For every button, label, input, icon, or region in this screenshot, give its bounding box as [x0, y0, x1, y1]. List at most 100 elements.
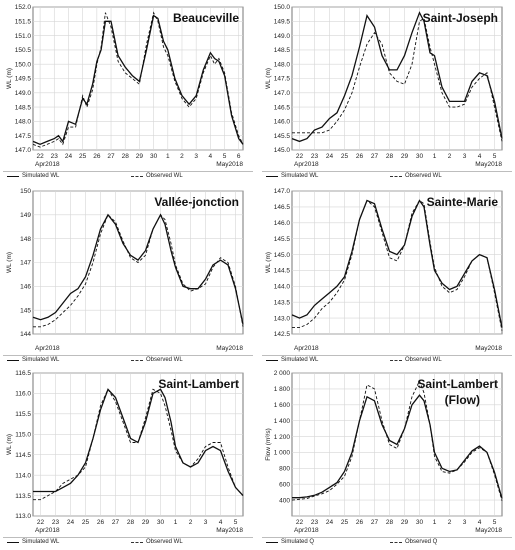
x-tick-label: 2: [189, 519, 193, 526]
legend-simulated: Simulated WL: [7, 173, 59, 179]
y-tick-label: 149.5: [274, 19, 291, 26]
y-tick-label: 149.5: [15, 76, 32, 83]
x-tick-label: 24: [67, 519, 75, 526]
x-tick-label: 4: [478, 153, 482, 160]
y-tick-label: 147.5: [15, 133, 32, 140]
legend-simulated: Simulated WL: [266, 357, 318, 363]
chart-panel-saint-lambert: 113.0 113.5 114.0 114.5 115.0 115.5 116.0 116.5…: [3, 368, 253, 548]
x-tick-label: 29: [401, 153, 409, 160]
legend-simulated: Simulated WL: [7, 539, 59, 545]
x-date-end: May2018: [475, 527, 502, 534]
series-observed-line: [292, 199, 503, 331]
y-tick-label: 145.0: [274, 252, 291, 259]
x-tick-label: 1: [433, 519, 437, 526]
legend-dashed-swatch: [390, 541, 402, 543]
legend-solid-swatch: [7, 175, 19, 177]
y-tick-label: 600: [279, 481, 290, 488]
x-tick-label: 2: [180, 153, 184, 160]
x-date-start: Apr2018: [294, 161, 319, 168]
x-date-end: May2018: [216, 345, 243, 352]
plot-area: [291, 190, 503, 335]
y-tick-label: 114.0: [15, 472, 31, 479]
x-tick-label: 25: [341, 519, 349, 526]
y-tick-label: 147.0: [274, 188, 291, 195]
x-tick-label: 28: [386, 153, 394, 160]
legend-observed-label: Observed WL: [146, 357, 183, 363]
y-tick-label: 150: [20, 188, 31, 195]
x-tick-label: 26: [97, 519, 105, 526]
x-date-end: May2018: [216, 527, 243, 534]
x-tick-label: 4: [478, 519, 482, 526]
series-observed-line: [292, 17, 503, 142]
legend-observed: Observed WL: [131, 357, 183, 363]
y-tick-label: 148.5: [274, 47, 291, 54]
y-tick-label: 113.5: [15, 493, 31, 500]
y-tick-label: 149: [20, 212, 31, 219]
y-axis-label: WL (m): [6, 68, 13, 89]
y-tick-label: 148.5: [15, 104, 32, 111]
legend-observed: Observed Q: [390, 539, 437, 545]
y-tick-label: 146.5: [274, 204, 291, 211]
series-observed-line: [291, 379, 503, 502]
y-tick-label: 149.0: [15, 90, 32, 97]
series-simulated-line: [33, 388, 244, 497]
chart-svg: 145.0 145.5 146.0 146.5 147.0 147.5 148.0 148.5…: [265, 4, 503, 168]
x-tick-label: 26: [356, 519, 364, 526]
x-tick-label: 25: [82, 519, 90, 526]
x-date-start: Apr2018: [35, 161, 60, 168]
y-tick-label: 1 200: [274, 434, 291, 441]
chart-svg: 400 600 800 1 000 1 200 1 400 1 600 1 800 2 000 2…: [265, 370, 503, 534]
legend-simulated: Simulated WL: [7, 357, 59, 363]
x-date-start: Apr2018: [35, 345, 60, 352]
x-date-end: May2018: [216, 161, 243, 168]
legend-dashed-swatch: [131, 541, 143, 543]
y-axis-label: WL (m): [265, 68, 272, 89]
x-tick-label: 3: [204, 519, 208, 526]
y-tick-label: 151.0: [15, 33, 32, 40]
chart-legend: Simulated WL Observed WL: [262, 355, 512, 366]
x-tick-label: 23: [51, 153, 59, 160]
chart-legend: Simulated Q Observed Q: [262, 537, 512, 548]
y-tick-label: 1 400: [274, 418, 291, 425]
series-observed-line: [33, 388, 244, 501]
legend-simulated-label: Simulated WL: [22, 173, 60, 179]
y-axis-label: WL (m): [6, 252, 13, 273]
y-tick-label: 1 800: [274, 386, 291, 393]
y-tick-label: 1 000: [274, 450, 291, 457]
x-tick-label: 30: [150, 153, 158, 160]
x-tick-label: 23: [311, 519, 319, 526]
x-tick-label: 22: [37, 519, 45, 526]
legend-dashed-swatch: [131, 359, 143, 361]
legend-simulated: Simulated WL: [266, 173, 318, 179]
chart-legend: Simulated WL Observed WL: [262, 171, 512, 182]
x-tick-label: 23: [52, 519, 60, 526]
x-tick-label: 23: [311, 153, 319, 160]
chart-subtitle: (Flow): [445, 393, 480, 407]
chart-svg: 113.0 113.5 114.0 114.5 115.0 115.5 116.0 116.5…: [6, 370, 244, 534]
y-tick-label: 146.0: [274, 119, 291, 126]
x-tick-label: 5: [234, 519, 238, 526]
chart-svg: 142.5 143.0 143.5 144.0 144.5 145.0 145.5 146.0…: [265, 188, 503, 352]
x-tick-label: 22: [296, 153, 304, 160]
y-axis-label: Flow (m³/s): [265, 428, 272, 461]
legend-observed: Observed WL: [131, 539, 183, 545]
chart-title: Saint-Lambert: [158, 377, 239, 391]
y-axis-label: WL (m): [6, 434, 13, 455]
x-tick-label: 24: [326, 153, 334, 160]
x-tick-label: 3: [463, 153, 467, 160]
legend-observed-label: Observed WL: [146, 539, 183, 545]
y-tick-label: 147.5: [274, 76, 291, 83]
x-date-start: Apr2018: [294, 345, 319, 352]
x-tick-label: 27: [371, 153, 379, 160]
chart-panel-sainte-marie: 142.5 143.0 143.5 144.0 144.5 145.0 145.5 146.0…: [262, 186, 512, 366]
series-observed-line: [33, 214, 244, 328]
y-tick-label: 152.0: [15, 4, 32, 11]
x-tick-label: 30: [416, 153, 424, 160]
y-tick-label: 116.0: [15, 391, 31, 398]
y-tick-label: 143.5: [274, 299, 291, 306]
x-tick-label: 27: [112, 519, 120, 526]
chart-legend: Simulated WL Observed WL: [3, 355, 253, 366]
chart-svg: 147.0 147.5 148.0 148.5 149.0 149.5 150.0 150.5…: [6, 4, 244, 168]
y-tick-label: 144.5: [274, 268, 291, 275]
y-tick-label: 146.0: [274, 220, 291, 227]
